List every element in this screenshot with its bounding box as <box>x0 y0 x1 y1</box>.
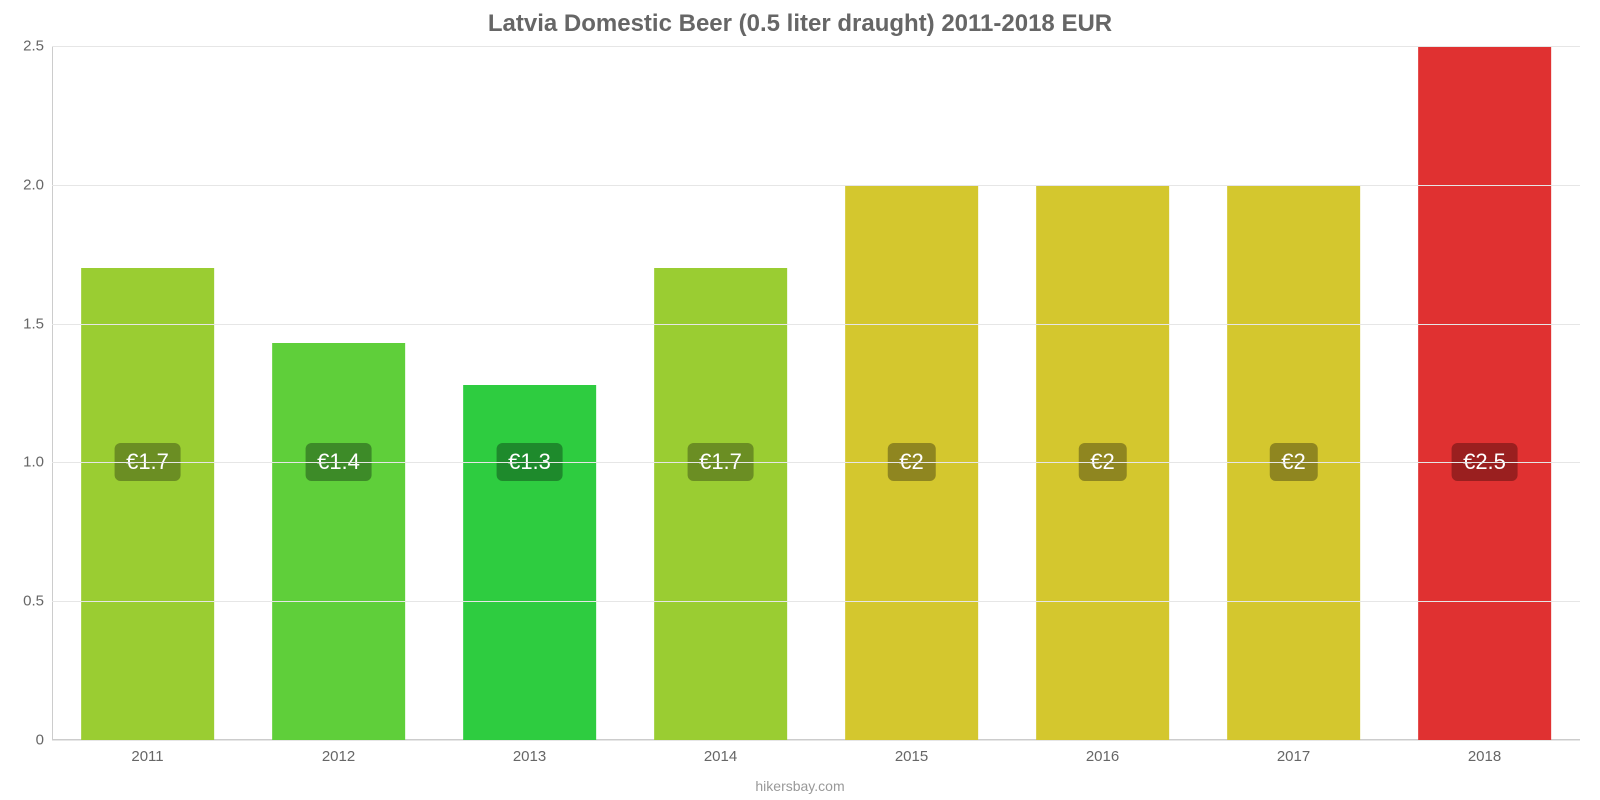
x-tick-label: 2018 <box>1468 748 1501 765</box>
chart-area: €1.72011€1.42012€1.32013€1.72014€22015€2… <box>52 46 1580 740</box>
bar-slot: €2.52018 <box>1389 46 1580 740</box>
y-tick-label: 2.5 <box>23 38 44 55</box>
y-tick-label: 1.5 <box>23 315 44 332</box>
gridline <box>52 324 1580 325</box>
bar <box>654 268 788 740</box>
gridline <box>52 462 1580 463</box>
bar-slot: €1.32013 <box>434 46 625 740</box>
x-tick-label: 2017 <box>1277 748 1310 765</box>
x-tick-label: 2012 <box>322 748 355 765</box>
bar-slot: €1.42012 <box>243 46 434 740</box>
bar-slot: €22017 <box>1198 46 1389 740</box>
plot-area: €1.72011€1.42012€1.32013€1.72014€22015€2… <box>52 46 1580 740</box>
chart-title: Latvia Domestic Beer (0.5 liter draught)… <box>0 0 1600 46</box>
x-tick-label: 2015 <box>895 748 928 765</box>
bar <box>272 343 406 740</box>
bar <box>81 268 215 740</box>
bar-slot: €1.72011 <box>52 46 243 740</box>
gridline <box>52 740 1580 741</box>
gridline <box>52 601 1580 602</box>
y-tick-label: 0.5 <box>23 593 44 610</box>
y-tick-label: 1.0 <box>23 454 44 471</box>
bar-slot: €22016 <box>1007 46 1198 740</box>
gridline <box>52 185 1580 186</box>
bar <box>463 385 597 740</box>
footer-credit: hikersbay.com <box>0 778 1600 794</box>
bar <box>1418 46 1552 740</box>
bars-container: €1.72011€1.42012€1.32013€1.72014€22015€2… <box>52 46 1580 740</box>
y-tick-label: 0 <box>36 732 44 749</box>
x-tick-label: 2011 <box>131 748 163 765</box>
x-tick-label: 2014 <box>704 748 737 765</box>
x-tick-label: 2016 <box>1086 748 1119 765</box>
bar-slot: €22015 <box>816 46 1007 740</box>
y-tick-label: 2.0 <box>23 176 44 193</box>
x-tick-label: 2013 <box>513 748 546 765</box>
gridline <box>52 46 1580 47</box>
bar-slot: €1.72014 <box>625 46 816 740</box>
